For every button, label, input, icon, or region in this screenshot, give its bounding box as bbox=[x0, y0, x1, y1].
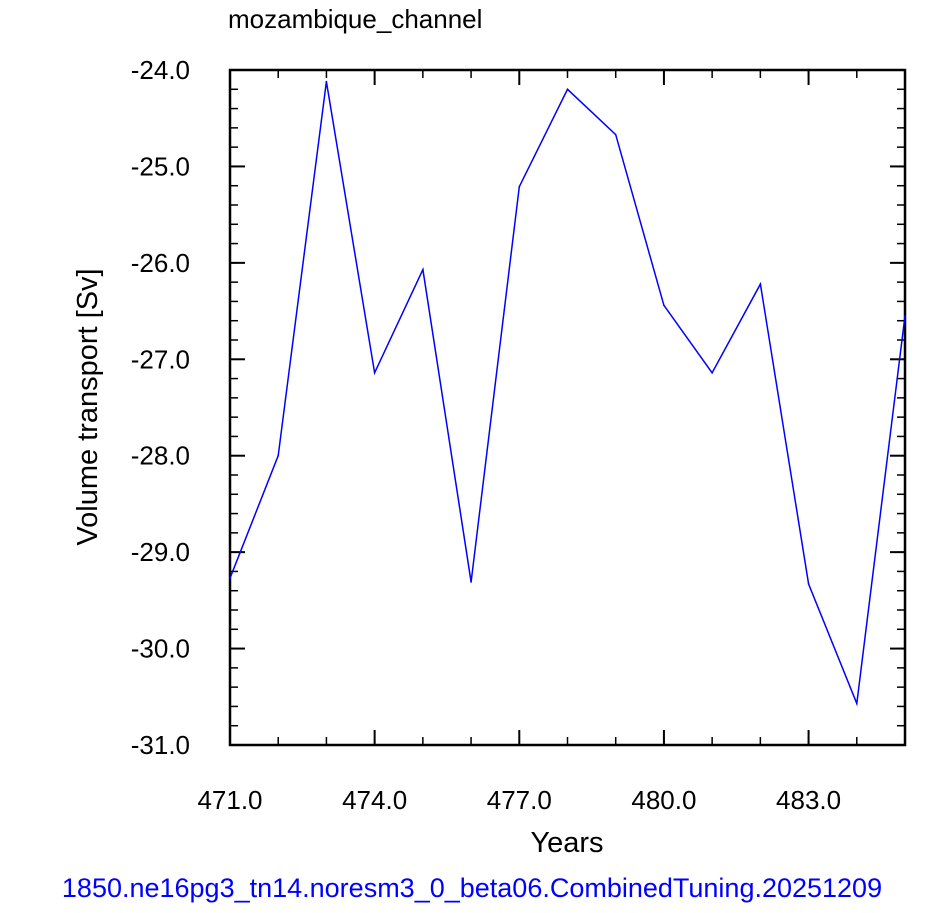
plot-frame bbox=[228, 68, 907, 747]
data-point bbox=[277, 454, 280, 457]
x-tick-label: 483.0 bbox=[776, 785, 841, 815]
y-tick-label: -28.0 bbox=[131, 441, 190, 471]
data-point bbox=[422, 268, 424, 271]
x-axis-label: Years bbox=[530, 827, 603, 859]
data-point bbox=[759, 283, 762, 285]
x-tick-label: 477.0 bbox=[487, 785, 552, 815]
y-tick-label: -29.0 bbox=[131, 537, 190, 567]
series-line bbox=[229, 81, 906, 707]
x-tick-label: 474.0 bbox=[342, 785, 407, 815]
data-point bbox=[470, 581, 472, 583]
footer-case-name: 1850.ne16pg3_tn14.noresm3_0_beta06.Combi… bbox=[62, 873, 882, 903]
data-point bbox=[855, 702, 858, 705]
data-point bbox=[904, 315, 906, 317]
y-tick-label: -31.0 bbox=[131, 730, 190, 760]
data-point bbox=[663, 304, 665, 307]
chart-title: mozambique_channel bbox=[228, 4, 482, 34]
data-point bbox=[229, 577, 231, 579]
data-point bbox=[518, 185, 521, 188]
y-tick-label: -30.0 bbox=[131, 634, 190, 664]
y-tick-label: -25.0 bbox=[131, 151, 190, 181]
data-point bbox=[373, 371, 376, 374]
data-point bbox=[566, 88, 569, 91]
data-point bbox=[325, 80, 328, 83]
plot-area: 471.0 474.0 477.0 480.0 483.0 -24.0 -25.0 -26.0… bbox=[131, 55, 907, 815]
x-tick-label: 471.0 bbox=[197, 785, 262, 815]
y-axis-label: Volume transport [Sv] bbox=[72, 268, 104, 545]
y-tick-label: -26.0 bbox=[131, 248, 190, 278]
y-tick-label: -27.0 bbox=[131, 344, 190, 374]
x-tick-label: 480.0 bbox=[631, 785, 696, 815]
data-point bbox=[807, 583, 810, 585]
data-point bbox=[711, 371, 713, 374]
y-tick-label: -24.0 bbox=[131, 55, 190, 85]
data-point bbox=[614, 133, 617, 136]
